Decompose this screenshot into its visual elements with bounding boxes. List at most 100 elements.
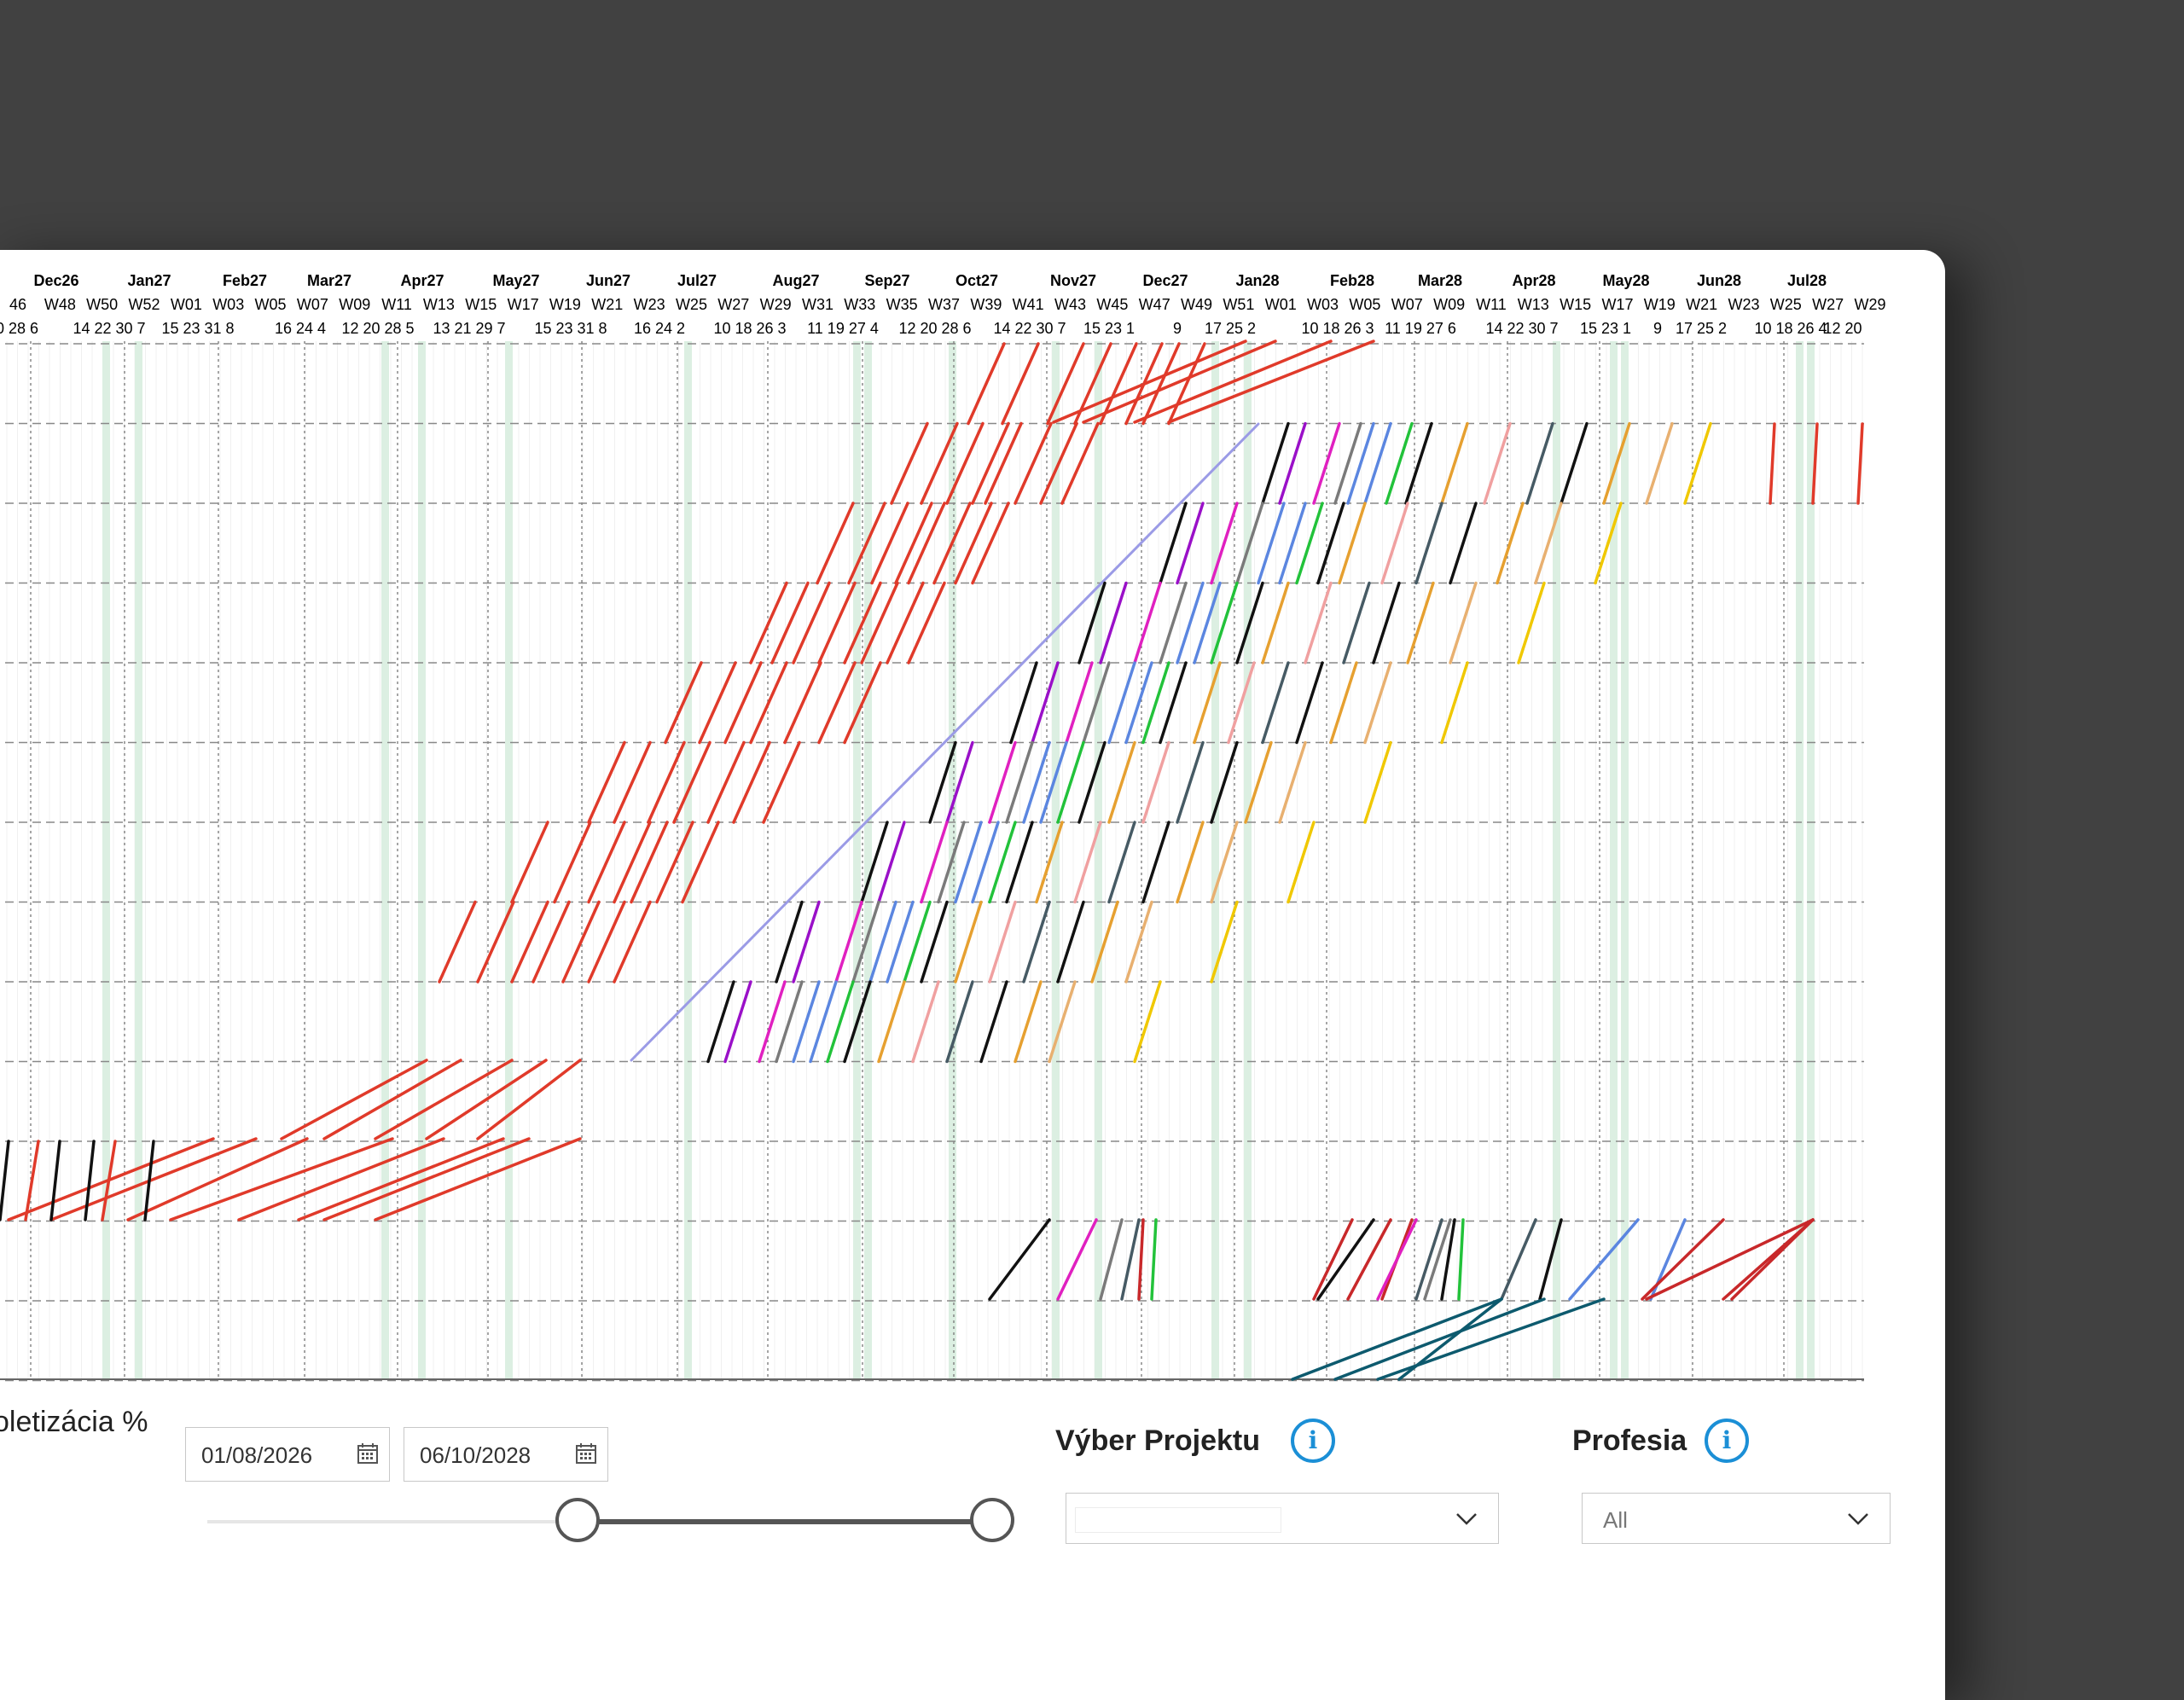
week-label: W52	[129, 296, 160, 313]
week-label: 46	[9, 296, 26, 313]
task-bar	[1159, 581, 1188, 664]
task-bar	[1316, 502, 1345, 585]
task-bar	[655, 821, 694, 904]
task-bar	[1342, 581, 1371, 664]
day-label: 10 18 26 3	[713, 320, 786, 337]
week-label: W23	[1728, 296, 1759, 313]
task-bar	[613, 900, 652, 983]
utilization-label: oletizácia %	[0, 1406, 148, 1438]
highlight-column	[864, 341, 872, 1379]
report-card: Dec26 Jan27 Feb27 Mar27 Apr27 May27 Jun27 Jul27…	[0, 250, 1945, 1700]
task-bar	[280, 1059, 428, 1140]
task-bar	[903, 900, 932, 983]
task-bar	[817, 661, 857, 745]
task-bar	[7, 1137, 215, 1221]
task-bar	[1449, 502, 1478, 585]
week-label: W29	[1854, 296, 1885, 313]
task-bar	[792, 900, 821, 983]
task-bar	[834, 900, 863, 983]
highlight-column	[418, 341, 426, 1379]
task-bar	[1440, 1218, 1456, 1301]
task-bar	[706, 740, 746, 824]
task-bar	[945, 980, 974, 1064]
task-bar	[1295, 661, 1324, 745]
task-bar	[1235, 581, 1264, 664]
week-label: W45	[1096, 296, 1128, 313]
task-bar	[613, 740, 652, 824]
week-label: W13	[423, 296, 455, 313]
task-bar	[1261, 421, 1290, 505]
task-bar	[664, 661, 703, 745]
task-bar	[1645, 1218, 1815, 1301]
day-label: 14 22 30 7	[1485, 320, 1558, 337]
task-bar	[1120, 1218, 1141, 1301]
task-bar	[49, 1140, 61, 1221]
date-to-input[interactable]: 06/10/2028	[404, 1427, 608, 1482]
task-bar	[1594, 502, 1623, 585]
task-bar	[1099, 581, 1128, 664]
day-label: 16 24 4	[275, 320, 326, 337]
month-label: Aug27	[772, 272, 819, 289]
task-bar	[1363, 661, 1392, 745]
task-bar	[988, 821, 1017, 904]
highlight-column	[1095, 341, 1102, 1379]
task-bar	[1525, 421, 1554, 505]
profession-dropdown[interactable]: All	[1582, 1493, 1891, 1544]
info-icon[interactable]: i	[1291, 1419, 1335, 1463]
highlight-column	[684, 341, 692, 1379]
task-bar	[1423, 1218, 1452, 1301]
project-dropdown[interactable]	[1066, 1493, 1499, 1544]
task-bar	[587, 821, 626, 904]
task-bar	[476, 900, 515, 983]
task-bar	[1287, 821, 1316, 904]
task-bar	[374, 1137, 582, 1221]
task-bar	[1141, 821, 1170, 904]
week-label: W21	[591, 296, 623, 313]
date-from-input[interactable]: 01/08/2026	[185, 1427, 390, 1482]
task-bar	[971, 421, 1010, 505]
task-bar	[870, 502, 909, 585]
week-label: W19	[1644, 296, 1676, 313]
task-bar	[762, 740, 801, 824]
range-start-handle[interactable]	[555, 1498, 600, 1542]
info-icon[interactable]: i	[1705, 1419, 1749, 1463]
week-label: W50	[86, 296, 118, 313]
task-bar	[775, 900, 804, 983]
calendar-icon[interactable]	[357, 1442, 379, 1465]
month-label: Mar28	[1418, 272, 1462, 289]
week-label: W33	[844, 296, 875, 313]
task-bar	[1210, 900, 1239, 983]
week-label: W03	[212, 296, 244, 313]
task-bar	[1176, 581, 1205, 664]
range-end-handle[interactable]	[970, 1498, 1014, 1542]
task-bar	[868, 900, 897, 983]
day-label: 20 28 6	[0, 320, 38, 337]
day-label: 12 20 28 5	[341, 320, 414, 337]
task-bar	[630, 821, 669, 904]
task-bar	[1009, 661, 1038, 745]
task-bar	[984, 421, 1023, 505]
week-label: W25	[676, 296, 707, 313]
week-label: W39	[970, 296, 1002, 313]
day-label: 9	[1173, 320, 1182, 337]
task-bar	[877, 980, 906, 1064]
task-bar	[1031, 661, 1060, 745]
task-bar	[143, 1140, 155, 1221]
task-bar	[1077, 581, 1107, 664]
task-bar	[1124, 342, 1164, 426]
task-bar	[647, 740, 686, 824]
week-label: W49	[1181, 296, 1212, 313]
week-label: W41	[1013, 296, 1044, 313]
task-bar	[1261, 661, 1290, 745]
week-label: W25	[1770, 296, 1802, 313]
task-bar	[1133, 581, 1162, 664]
month-label: Jan27	[127, 272, 171, 289]
task-bar	[1380, 502, 1409, 585]
task-bar	[851, 900, 880, 983]
task-bar	[1193, 581, 1222, 664]
task-bar	[770, 581, 810, 664]
task-bar	[1005, 821, 1034, 904]
task-bar	[1257, 502, 1286, 585]
week-label: W47	[1139, 296, 1170, 313]
calendar-icon[interactable]	[575, 1442, 597, 1465]
